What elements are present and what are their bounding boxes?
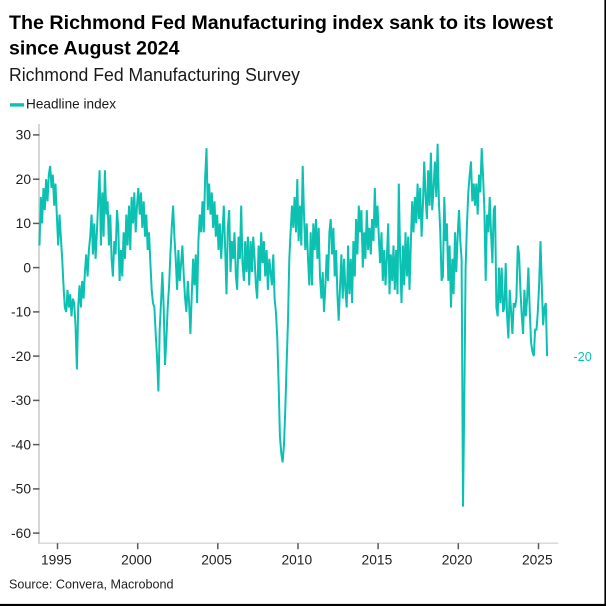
svg-text:Richmond Fed Manufacturing Sur: Richmond Fed Manufacturing Survey bbox=[9, 64, 301, 85]
svg-text:-20: -20 bbox=[573, 349, 592, 364]
svg-text:2025: 2025 bbox=[522, 553, 553, 568]
svg-text:0: 0 bbox=[23, 260, 31, 275]
svg-text:30: 30 bbox=[16, 128, 32, 143]
svg-text:2020: 2020 bbox=[442, 553, 473, 568]
svg-text:-60: -60 bbox=[11, 526, 31, 541]
svg-text:1995: 1995 bbox=[41, 553, 72, 568]
svg-text:-50: -50 bbox=[11, 482, 31, 497]
svg-text:10: 10 bbox=[16, 216, 32, 231]
svg-text:-20: -20 bbox=[11, 349, 31, 364]
svg-text:2000: 2000 bbox=[121, 553, 152, 568]
svg-text:-40: -40 bbox=[11, 437, 31, 452]
svg-text:-30: -30 bbox=[11, 393, 31, 408]
svg-text:Headline index: Headline index bbox=[26, 96, 116, 111]
svg-text:2005: 2005 bbox=[201, 553, 232, 568]
svg-text:since August 2024: since August 2024 bbox=[9, 38, 180, 60]
svg-text:20: 20 bbox=[16, 172, 32, 187]
svg-text:2010: 2010 bbox=[281, 553, 312, 568]
svg-text:2015: 2015 bbox=[362, 553, 393, 568]
svg-text:Source: Convera, Macrobond: Source: Convera, Macrobond bbox=[9, 578, 174, 592]
svg-text:The Richmond Fed Manufacturing: The Richmond Fed Manufacturing index san… bbox=[9, 12, 554, 34]
svg-text:-10: -10 bbox=[11, 305, 31, 320]
